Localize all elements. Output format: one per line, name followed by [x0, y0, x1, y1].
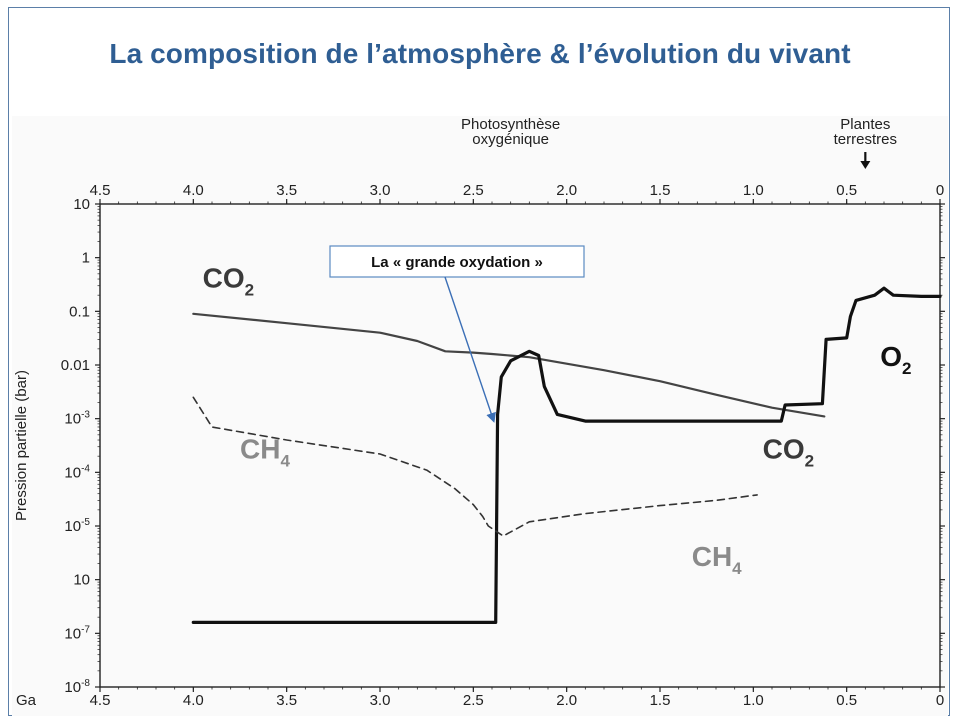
x-tick-label-bottom: 3.5 — [276, 692, 297, 709]
x-tick-label-top: 3.5 — [276, 182, 297, 199]
top-annotation-label: Plantes — [840, 116, 890, 133]
y-tick-label: 10-3 — [64, 410, 90, 428]
x-tick-label-bottom: 1.0 — [743, 692, 764, 709]
x-tick-label-top: 1.0 — [743, 182, 764, 199]
x-tick-label-top: 0.5 — [836, 182, 857, 199]
x-tick-label-bottom: 4.5 — [90, 692, 111, 709]
y-tick-label: 10-4 — [64, 463, 90, 481]
callout-box — [329, 245, 585, 278]
series-label: CO2 — [763, 434, 814, 471]
x-tick-label-bottom: 4.0 — [183, 692, 204, 709]
y-tick-label: 10-5 — [64, 517, 90, 535]
x-tick-label-bottom: 2.0 — [556, 692, 577, 709]
x-tick-label-bottom: 0.5 — [836, 692, 857, 709]
x-tick-label-top: 2.5 — [463, 182, 484, 199]
x-tick-label-top: 3.0 — [370, 182, 391, 199]
series-label: CH4 — [240, 434, 290, 471]
callout-text: La « grande oxydation » — [371, 254, 543, 271]
x-tick-label-top: 1.5 — [650, 182, 671, 199]
chart-area: 4.5 4.5 4.0 4.0 3.5 3.5 3.0 3.0 2.5 2.5 2.0 2.0 1.5 1… — [12, 116, 948, 716]
x-tick-label-bottom: 0 — [936, 692, 944, 709]
y-tick-label: 1 — [82, 250, 90, 267]
x-tick-label-bottom: 3.0 — [370, 692, 391, 709]
series-label: CH4 — [692, 541, 742, 578]
series-label: CO2 — [203, 262, 254, 299]
x-tick-label-bottom: 1.5 — [650, 692, 671, 709]
x-tick-label-top: 4.0 — [183, 182, 204, 199]
y-tick-label: 0.01 — [61, 357, 90, 374]
series-line-ch4 — [192, 396, 758, 537]
y-tick-label: 10 — [73, 196, 90, 213]
top-annotation-label: terrestres — [834, 131, 897, 148]
x-tick-label-top: 2.0 — [556, 182, 577, 199]
atmosphere-chart: 4.5 4.5 4.0 4.0 3.5 3.5 3.0 3.0 2.5 2.5 2.0 2.0 1.5 1… — [13, 116, 945, 709]
y-tick-label: 0.1 — [69, 303, 90, 320]
callout-arrow — [444, 276, 496, 423]
y-tick-label: 10 — [73, 572, 90, 589]
top-annotation-label: oxygénique — [472, 131, 549, 148]
series-line-o2 — [191, 286, 942, 624]
series-line-co2 — [192, 312, 826, 418]
x-tick-label-top: 4.5 — [90, 182, 111, 199]
y-tick-label: 10-8 — [64, 678, 90, 696]
x-tick-label-top: 0 — [936, 182, 944, 199]
y-tick-label: 10-7 — [64, 624, 90, 642]
x-axis-label: Ga — [16, 692, 37, 709]
y-axis-label: Pression partielle (bar) — [13, 370, 30, 521]
annotation-arrow-head — [860, 161, 871, 169]
top-annotation-label: Photosynthèse — [461, 116, 560, 133]
series-label: O2 — [880, 341, 911, 378]
x-tick-label-bottom: 2.5 — [463, 692, 484, 709]
plot-frame — [99, 203, 941, 688]
slide-title: La composition de l’atmosphère & l’évolu… — [109, 38, 851, 69]
